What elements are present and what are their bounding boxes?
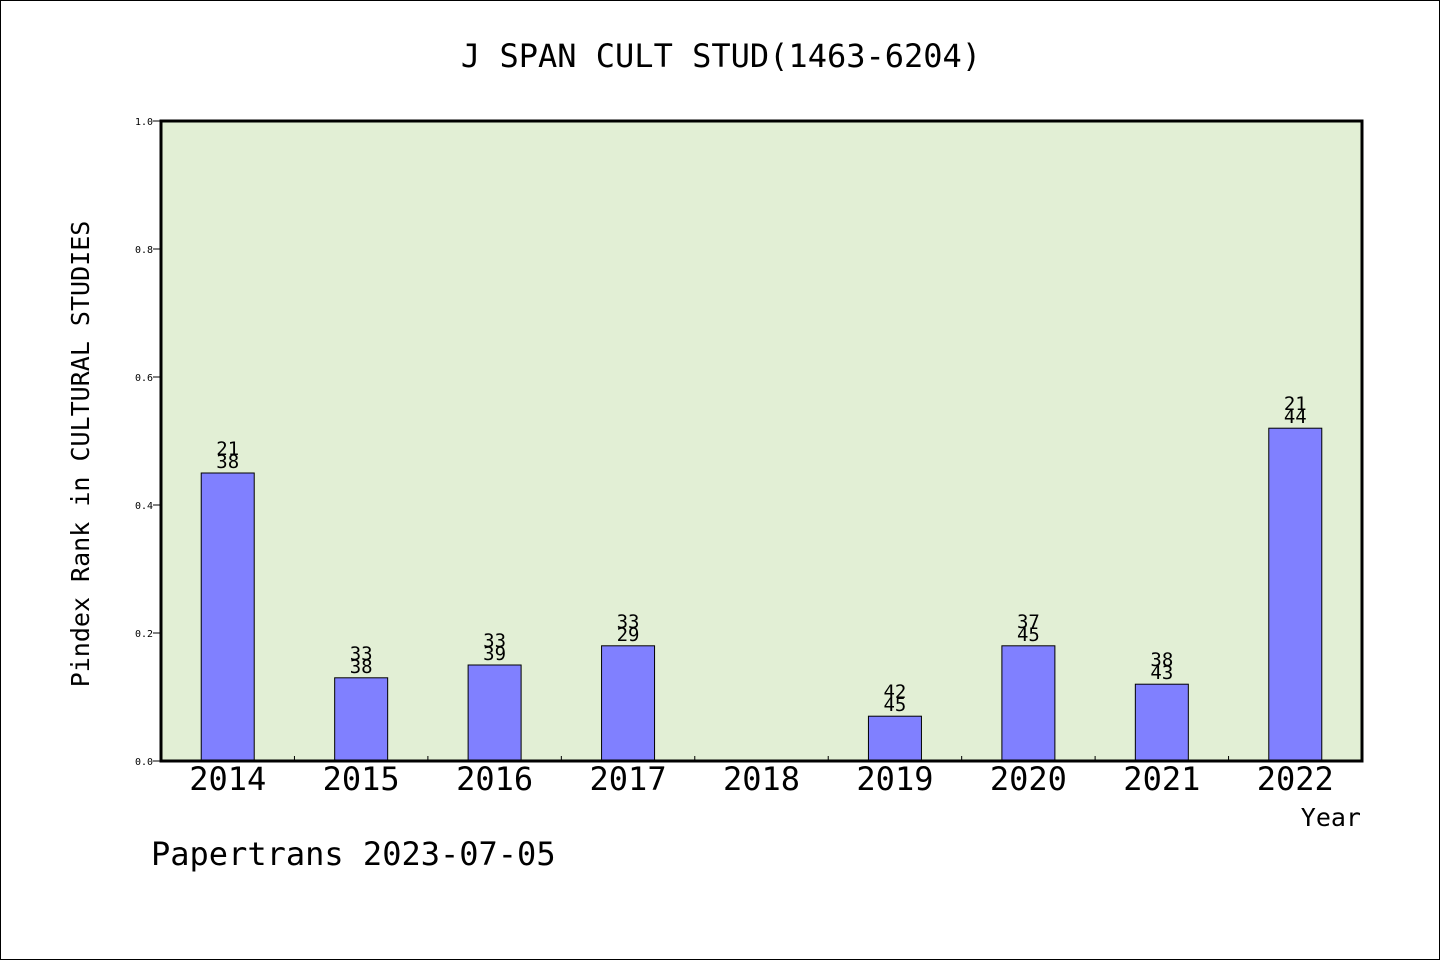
x-tick-label: 2020 bbox=[990, 760, 1067, 798]
y-tick-label: 0.8 bbox=[135, 245, 153, 256]
y-tick-label: 0.4 bbox=[135, 501, 153, 512]
y-tick-label: 0.6 bbox=[135, 373, 153, 384]
data-label-bottom: 43 bbox=[1150, 662, 1173, 684]
data-label-bottom: 29 bbox=[617, 624, 640, 646]
data-label-top: 33 bbox=[483, 630, 506, 652]
data-label-bottom: 38 bbox=[350, 656, 373, 678]
x-tick-label: 2022 bbox=[1257, 760, 1334, 798]
x-tick-label: 2016 bbox=[456, 760, 533, 798]
bar-2014 bbox=[200, 472, 255, 762]
data-label-top: 37 bbox=[1017, 611, 1040, 633]
footer-credit: Papertrans 2023-07-05 bbox=[151, 835, 556, 873]
data-label-top: 33 bbox=[617, 611, 640, 633]
x-tick-label: 2019 bbox=[856, 760, 933, 798]
bar-2015 bbox=[334, 677, 389, 762]
plot-area bbox=[161, 121, 1362, 761]
data-label-top: 42 bbox=[883, 681, 906, 703]
x-tick-label: 2015 bbox=[323, 760, 400, 798]
x-tick-label: 2014 bbox=[189, 760, 266, 798]
bar-2022 bbox=[1268, 427, 1323, 762]
data-label-bottom: 44 bbox=[1284, 406, 1307, 428]
data-label-bottom: 45 bbox=[1017, 624, 1040, 646]
bar-series bbox=[200, 427, 1323, 762]
data-label-bottom: 39 bbox=[483, 643, 506, 665]
plot-frame bbox=[159, 119, 1364, 763]
data-label-top: 38 bbox=[1150, 649, 1173, 671]
x-tick-label: 2018 bbox=[723, 760, 800, 798]
bar-2016 bbox=[467, 664, 522, 762]
bar-2020 bbox=[1001, 645, 1056, 762]
data-label-bottom: 38 bbox=[216, 451, 239, 473]
x-axis-title: Year bbox=[1301, 803, 1361, 832]
x-tick-label: 2017 bbox=[590, 760, 667, 798]
bar-2019 bbox=[867, 715, 922, 762]
data-label-top: 21 bbox=[216, 438, 239, 460]
y-axis-title: Pindex Rank in CULTURAL STUDIES bbox=[66, 221, 95, 688]
x-tick-label: 2021 bbox=[1123, 760, 1200, 798]
y-tick-label: 0.0 bbox=[135, 757, 153, 768]
data-label-top: 21 bbox=[1284, 393, 1307, 415]
x-axis: 2014 2015 2016 2017 2018 2019 2020 2021 2022 bbox=[189, 756, 1334, 798]
bar-2021 bbox=[1134, 683, 1189, 762]
data-label-bottom: 45 bbox=[883, 694, 906, 716]
y-tick-label: 1.0 bbox=[135, 117, 153, 128]
y-tick-label: 0.2 bbox=[135, 629, 153, 640]
bar-2017 bbox=[601, 645, 656, 762]
y-axis: 0.0 0.2 0.4 0.6 0.8 1.0 bbox=[135, 117, 161, 768]
chart-title: J SPAN CULT STUD(1463-6204) bbox=[461, 37, 981, 75]
data-label-top: 33 bbox=[350, 643, 373, 665]
